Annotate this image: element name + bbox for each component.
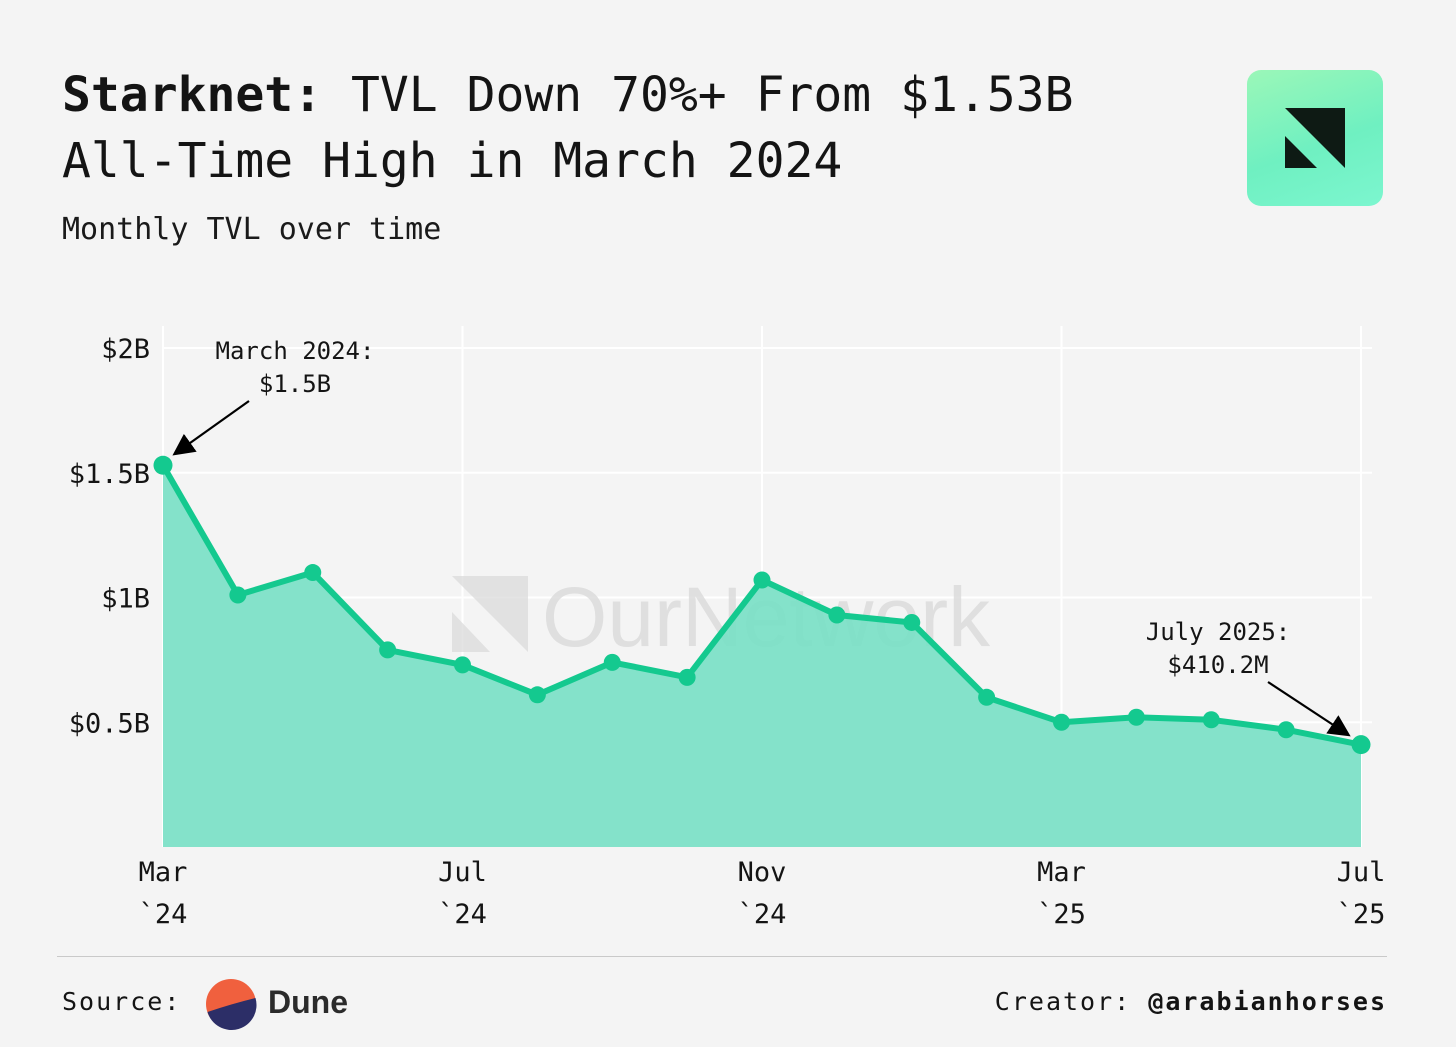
title-strong: Starknet: [62,67,323,123]
creator-label: Creator: [994,987,1132,1016]
data-point-10 [903,613,921,631]
data-point-13 [1127,708,1145,726]
annotations: March 2024: $1.5B July 2025: $410.2M [172,337,1351,737]
x-tick-month: Nov [738,857,787,888]
data-point-9 [828,606,846,624]
annotation-value: $1.5B [259,370,331,398]
x-tick-month: Jul [438,857,487,888]
x-tick-year: `24 [738,899,787,930]
y-tick-label: $1B [101,584,150,615]
y-tick-label: $2B [101,334,150,365]
x-tick-year: `24 [139,899,188,930]
creator-handle: @arabianhorses [1148,987,1387,1016]
data-point-15 [1277,721,1295,739]
creator-credit: Creator: @arabianhorses [995,984,1387,1020]
data-point-4 [454,656,471,674]
x-tick-month: Mar [139,857,188,888]
data-point-14 [1202,711,1220,729]
data-point-0 [153,455,173,475]
data-point-6 [603,653,621,671]
ournetwork-logo [1247,70,1383,206]
y-tick-label: $1.5B [69,459,150,490]
data-point-1 [229,586,247,604]
y-tick-label: $0.5B [69,708,150,739]
dune-logo-icon [206,979,257,1030]
data-points [153,455,1371,755]
tvl-area-chart: OurNetwork $0.5B$1B$1.5B$2B Mar`24Jul`24… [69,326,1386,930]
footer-divider [57,956,1387,957]
data-point-16 [1351,735,1371,755]
x-tick-month: Mar [1037,857,1086,888]
dune-logo-text: Dune [268,984,348,1020]
x-tick-month: Jul [1337,857,1386,888]
chart-subtitle: Monthly TVL over time [62,212,442,247]
x-tick-year: `24 [438,899,487,930]
title-rest: TVL Down 70%+ From $1.53B All-Time High … [62,67,1074,189]
data-point-5 [528,686,546,704]
data-point-2 [304,564,322,582]
annotation-arrow [172,400,250,456]
source-label: Source: [62,987,182,1016]
annotation-label: March 2024: [216,337,375,365]
annotation-value: $410.2M [1167,651,1268,679]
data-point-3 [379,641,397,659]
annotation-arrow [1267,681,1351,737]
data-point-7 [678,668,696,686]
x-tick-year: `25 [1337,899,1386,930]
data-point-11 [978,688,996,706]
tvl-area [163,465,1361,847]
x-tick-year: `25 [1037,899,1086,930]
chart-title: Starknet: TVL Down 70%+ From $1.53B All-… [62,62,1192,194]
ournetwork-logo-icon [1285,108,1345,168]
annotation-label: July 2025: [1146,618,1291,646]
x-axis-ticks: Mar `24 Jul `24 Nov `24 Mar `25 Jul `25 [139,857,1386,930]
y-axis-ticks: $0.5B $1B $1.5B $2B [69,334,150,739]
data-point-8 [753,571,771,589]
data-point-12 [1053,713,1070,731]
